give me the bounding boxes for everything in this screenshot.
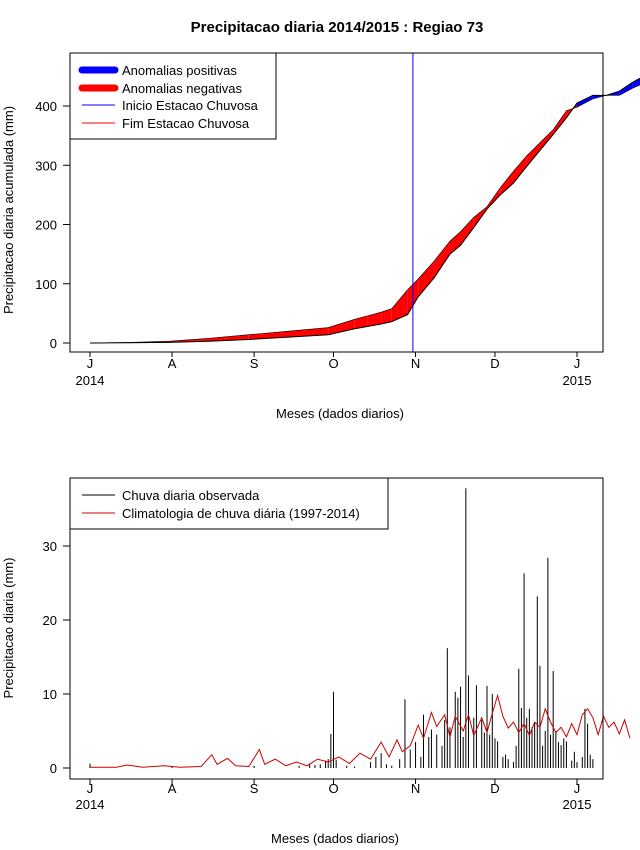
- anomaly-segment: [526, 142, 540, 167]
- observed-accumulated-line: [89, 77, 640, 344]
- anomaly-segment: [328, 319, 355, 335]
- observed-bars-layer: [89, 488, 594, 768]
- anomaly-segment: [553, 110, 567, 135]
- legend-label-season-end: Fim Estacao Chuvosa: [122, 116, 250, 131]
- anomaly-segment: [487, 187, 501, 210]
- anomaly-segment: [354, 315, 368, 329]
- anomaly-segment: [539, 129, 554, 151]
- top-year-label-start: 2014: [76, 373, 105, 388]
- anomaly-segment: [367, 312, 382, 327]
- bottom-year-label-end: 2015: [563, 797, 592, 812]
- anomaly-segment: [418, 261, 435, 297]
- top-y-tick-label: 300: [35, 158, 57, 173]
- bottom-y-tick-label: 20: [43, 613, 57, 628]
- legend-label-negative: Anomalias negativas: [122, 81, 242, 96]
- bottom-x-tick-label: J: [574, 781, 581, 796]
- climatology-accumulated-line: [89, 84, 640, 344]
- top-x-tick-label: A: [168, 356, 177, 371]
- bottom-x-axis-label: Meses (dados diarios): [271, 831, 399, 846]
- anomaly-segment: [513, 155, 527, 184]
- legend-label-observed: Chuva diaria observada: [122, 488, 260, 503]
- top-y-tick-label: 200: [35, 218, 57, 233]
- bottom-x-tick-label: S: [250, 781, 259, 796]
- legend-label-climatology: Climatologia de chuva diária (1997-2014): [122, 506, 360, 521]
- bottom-legend: Chuva diaria observada Climatologia de c…: [69, 477, 389, 530]
- top-panel: Precipitacao diaria 2014/2015 : Regiao 7…: [1, 19, 640, 421]
- bottom-y-axis-label: Precipitacao diaria (mm): [1, 558, 16, 699]
- top-y-tick-label: 400: [35, 99, 57, 114]
- top-legend: Anomalias positivas Anomalias negativas …: [69, 52, 277, 140]
- top-axis-ticks: 0 100 200 300 400 J A S O N D J: [35, 99, 580, 371]
- anomaly-fill-layer: [89, 53, 640, 352]
- top-x-tick-label: S: [250, 356, 259, 371]
- climatology-line: [90, 693, 631, 768]
- bottom-panel: 0 10 20 30 J A S O N D J Meses (dados diarios) Pre…: [1, 477, 631, 846]
- anomaly-segment: [619, 82, 633, 96]
- top-chart-title: Precipitacao diaria 2014/2015 : Regiao 7…: [191, 19, 484, 36]
- top-x-tick-label: D: [490, 356, 499, 371]
- top-plot-frame: [69, 52, 604, 353]
- anomaly-segment: [288, 327, 329, 338]
- top-x-tick-label: J: [574, 356, 581, 371]
- bottom-x-tick-label: A: [168, 781, 177, 796]
- bottom-x-tick-label: O: [328, 781, 338, 796]
- bottom-y-tick-label: 10: [43, 687, 57, 702]
- anomaly-segment: [434, 241, 450, 278]
- legend-label-season-start: Inicio Estacao Chuvosa: [122, 98, 259, 113]
- anomaly-segment: [577, 95, 593, 108]
- bottom-y-tick-label: 30: [43, 539, 57, 554]
- top-x-axis-label: Meses (dados diarios): [276, 406, 404, 421]
- anomaly-segment: [449, 231, 461, 255]
- top-y-tick-label: 100: [35, 277, 57, 292]
- legend-label-positive: Anomalias positivas: [122, 63, 237, 78]
- anomaly-segment: [632, 78, 640, 89]
- bottom-x-tick-label: N: [411, 781, 420, 796]
- top-year-label-end: 2015: [563, 373, 592, 388]
- anomaly-segment: [500, 171, 514, 195]
- anomaly-segment: [391, 289, 408, 322]
- bottom-y-tick-label: 0: [50, 761, 57, 776]
- bottom-axis-ticks: 0 10 20 30 J A S O N D J: [43, 539, 581, 796]
- climatology-line-layer: [90, 693, 631, 768]
- bottom-year-label-start: 2014: [76, 797, 105, 812]
- bottom-legend-box: [69, 477, 389, 530]
- top-y-tick-label: 0: [50, 336, 57, 351]
- bottom-x-tick-label: D: [490, 781, 499, 796]
- bottom-x-tick-label: J: [87, 781, 94, 796]
- top-x-tick-label: O: [328, 356, 338, 371]
- top-x-tick-label: J: [87, 356, 94, 371]
- anomaly-segment: [460, 217, 474, 246]
- top-x-tick-label: N: [411, 356, 420, 371]
- anomaly-segment: [381, 308, 392, 325]
- top-y-axis-label: Precipitacao diaria acumulada (mm): [1, 106, 16, 314]
